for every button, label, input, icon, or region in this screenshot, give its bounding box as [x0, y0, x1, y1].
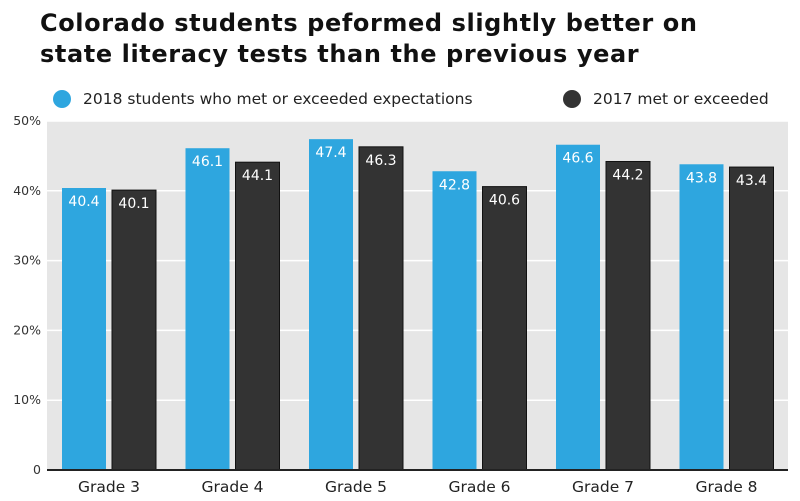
y-tick-label: 0: [33, 462, 41, 477]
x-tick-label: Grade 7: [572, 478, 634, 496]
bar-grade-5-2017: [358, 146, 404, 471]
legend-marker-2018-icon: [53, 90, 71, 108]
data-label: 44.1: [242, 168, 273, 184]
x-tick-label: Grade 3: [78, 478, 140, 496]
y-tick-label: 40%: [13, 183, 41, 198]
x-tick-label: Grade 5: [325, 478, 387, 496]
y-tick-label: 10%: [13, 392, 41, 407]
bar-grade-5-2018: [309, 139, 353, 470]
y-tick-label: 20%: [13, 322, 41, 337]
x-tick-label: Grade 4: [201, 478, 263, 496]
bar-grade-7-2017: [605, 160, 651, 471]
bar-grade-6-2018: [432, 171, 477, 471]
data-label: 46.1: [192, 154, 223, 170]
x-tick-label: Grade 6: [448, 478, 510, 496]
chart-title-line-1: Colorado students peformed slightly bett…: [40, 9, 698, 37]
data-label: 42.8: [439, 177, 470, 193]
data-label: 46.6: [562, 151, 593, 167]
bar-grade-7-2018: [556, 144, 600, 470]
legend-label-2017: 2017 met or exceeded: [593, 90, 769, 108]
chart-title: Colorado students peformed slightly bett…: [40, 8, 790, 70]
legend-item-2018: 2018 students who met or exceeded expect…: [53, 90, 473, 108]
plot-background: [47, 121, 788, 470]
bar-grade-3-2017: [111, 189, 157, 471]
data-label: 40.1: [118, 196, 149, 212]
chart-title-line-2: state literacy tests than the previous y…: [40, 40, 640, 68]
data-label: 40.6: [489, 193, 520, 209]
legend-label-2018: 2018 students who met or exceeded expect…: [83, 90, 473, 108]
bar-grade-8-2018: [679, 164, 724, 470]
data-label: 44.2: [612, 167, 643, 183]
data-label: 43.8: [686, 170, 717, 186]
bar-grade-4-2018: [185, 148, 230, 471]
data-label: 43.4: [736, 173, 767, 189]
legend-marker-2017-icon: [563, 90, 581, 108]
x-tick-label: Grade 8: [695, 478, 757, 496]
data-label: 47.4: [315, 145, 346, 161]
bar-grade-8-2017: [729, 166, 774, 471]
data-label: 46.3: [365, 153, 396, 169]
bar-grade-3-2018: [62, 188, 106, 470]
legend-item-2017: 2017 met or exceeded: [563, 90, 769, 108]
bar-grade-6-2017: [482, 186, 527, 471]
data-label: 40.4: [68, 194, 99, 210]
y-tick-label: 30%: [13, 253, 41, 268]
bar-grade-4-2017: [235, 161, 280, 471]
y-tick-label: 50%: [13, 113, 41, 128]
